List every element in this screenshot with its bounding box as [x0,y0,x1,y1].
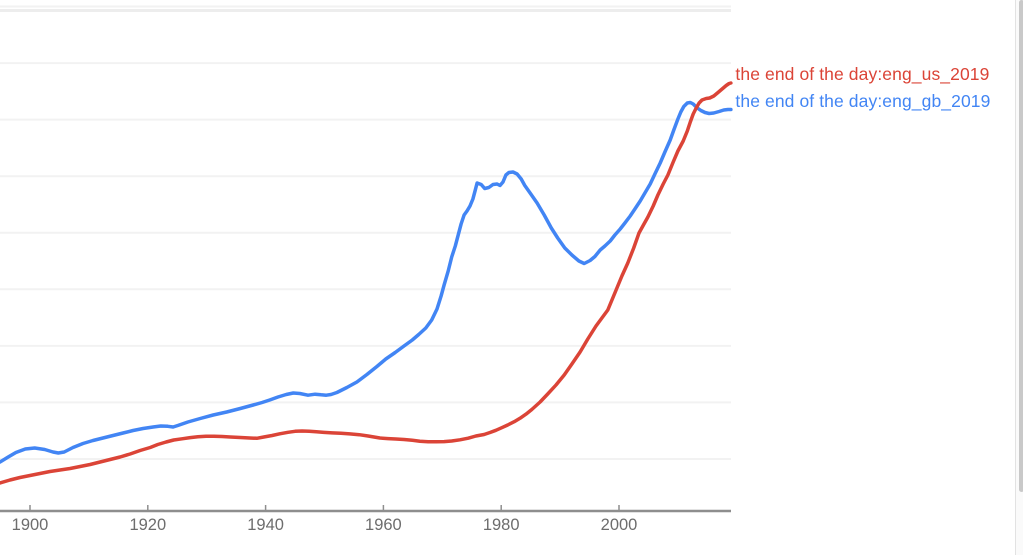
x-axis-tick-label: 1960 [365,516,402,534]
x-axis-tick-label: 2000 [600,516,638,534]
x-axis [0,505,731,513]
series-label-eng-gb-2019: the end of the day:eng_gb_2019 [735,90,991,111]
scrollbar-thumb[interactable] [1019,0,1023,492]
x-axis-tick-label: 1980 [482,516,520,534]
x-axis-tick-label: 1940 [247,516,284,534]
gridlines [0,5,731,460]
x-axis-tick-label: 1920 [129,516,167,534]
series-label-eng-us-2019: the end of the day:eng_us_2019 [735,64,990,85]
series-line-eng-us-2019[interactable] [0,81,733,485]
plot-top-border [0,9,731,12]
x-axis-tick-label: 1900 [11,516,49,534]
series-line-eng-gb-2019[interactable] [0,100,733,464]
